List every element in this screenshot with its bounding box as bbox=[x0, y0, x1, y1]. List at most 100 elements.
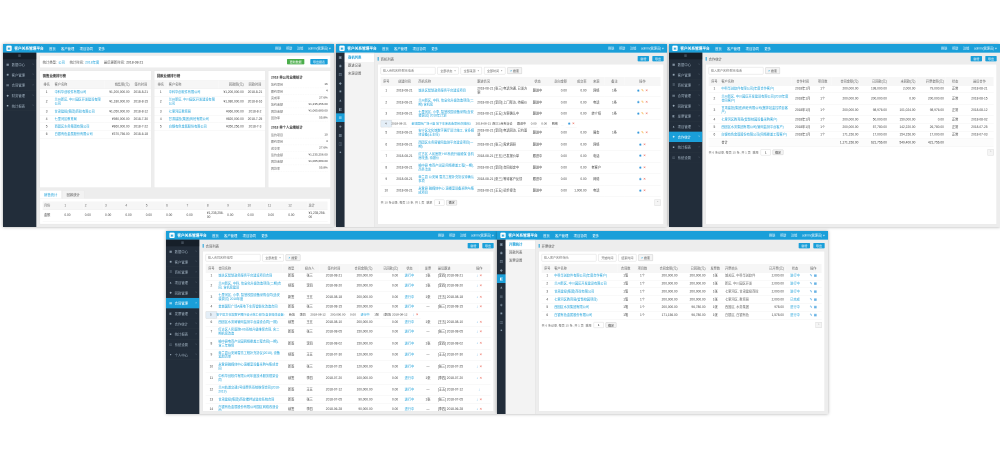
add-button[interactable]: 新增 bbox=[970, 55, 982, 62]
search-button[interactable]: ⌕ 搜索 bbox=[638, 254, 654, 261]
table-row[interactable]: 2 兰州新区, 中科, 信息化升级改造项目(二期)合同, 含机房建设 续签 李四 201… bbox=[205, 279, 491, 292]
settings-icon[interactable]: ◫ bbox=[499, 320, 504, 325]
navbar-item[interactable]: 帮助 bbox=[285, 46, 293, 51]
navbar-item[interactable]: 更多 bbox=[98, 47, 105, 51]
assign-icon[interactable]: ◉ bbox=[638, 142, 642, 147]
table-row[interactable]: 4 2018-08-21 金城国际广场 A座 地下车库改造项目(智能化) 2018-0… bbox=[380, 120, 577, 128]
type-filter-select[interactable]: 全部类型 ▾ bbox=[262, 253, 284, 262]
edit-icon[interactable]: ✎ bbox=[641, 130, 644, 135]
assign-icon[interactable]: ◉ bbox=[567, 121, 571, 126]
delete-icon[interactable]: ✕ bbox=[479, 376, 483, 380]
sub-sidebar-item[interactable]: 开票统计 bbox=[505, 240, 535, 249]
app-logo-icon[interactable]: ▣ bbox=[169, 232, 175, 238]
export-button[interactable]: 导出 bbox=[813, 242, 825, 249]
add-button[interactable]: 新增 bbox=[467, 242, 479, 249]
navbar-item[interactable]: admin(管理员) ▾ bbox=[973, 46, 997, 51]
navbar-item[interactable]: 项目协同 bbox=[242, 234, 256, 238]
status-filter-select[interactable]: 全部状态 ▾ bbox=[437, 66, 459, 75]
delete-icon[interactable]: ✕ bbox=[479, 397, 483, 402]
table-row[interactable]: 1 城关区智慧政务服务平台建设项目合同 新签 张三 2018-08-21 200,000.… bbox=[205, 272, 491, 281]
settings-icon[interactable]: ◫ bbox=[338, 141, 343, 146]
page-go-button[interactable]: 确定 bbox=[605, 322, 617, 328]
sidebar-toggle-icon[interactable]: ☰ bbox=[166, 239, 200, 247]
navbar-item[interactable]: 帮助 bbox=[779, 233, 787, 238]
customers-icon[interactable]: ◉ bbox=[499, 250, 503, 255]
sub-sidebar-item[interactable]: 来源设置 bbox=[347, 71, 362, 76]
delete-icon[interactable]: ✕ bbox=[479, 304, 483, 309]
table-row[interactable]: 2 兰州新区, 中川园区开发建设有限公司 ¥1,080,000.00 2018-8-1… bbox=[154, 96, 265, 108]
table-row[interactable]: 1 中科华创软件有限公司(年度合作客户) 2018年1月 1个 200,000.00 19… bbox=[708, 85, 994, 93]
edit-icon[interactable]: ✎ bbox=[641, 88, 644, 93]
navbar-item[interactable]: 换肤 bbox=[274, 46, 282, 51]
page-go-button[interactable]: 确定 bbox=[446, 199, 458, 206]
sidebar-item[interactable]: ◧ 发票管理 › bbox=[166, 308, 200, 319]
invoice-detail-icon[interactable]: ▦ bbox=[813, 273, 817, 278]
download-icon[interactable]: ↓ bbox=[476, 329, 479, 334]
table-row[interactable]: 1 中科华创软件有限公司 ¥1,200,000.00 2018-8-21 bbox=[39, 88, 151, 97]
profile-icon[interactable]: ● bbox=[339, 150, 342, 155]
table-row[interactable]: 14 白银有色金属股份有限公司园区网络改造合同 续签 李四 2018-06-28 90,0… bbox=[205, 403, 491, 411]
navbar-item[interactable]: 帮助 bbox=[618, 46, 626, 51]
navbar-item[interactable]: 注销 bbox=[459, 233, 467, 238]
search-input[interactable] bbox=[541, 253, 597, 262]
table-row[interactable]: 10 2018-08-21 永登县 融媒体中心 演播室设备采购与集成项目 2018-0… bbox=[380, 185, 661, 197]
navbar-item[interactable]: 换肤 bbox=[607, 46, 615, 51]
sidebar-toggle-icon[interactable]: ☰ bbox=[3, 52, 37, 60]
edit-icon[interactable]: ✎ bbox=[809, 313, 813, 317]
stats-icon[interactable]: ◈ bbox=[338, 124, 342, 129]
download-icon[interactable]: ↓ bbox=[476, 283, 479, 288]
table-row[interactable]: 4 七里河区教育局(智慧校园项目) 1笔 1个 200,000.00 200,000.00… bbox=[541, 295, 822, 304]
table-row[interactable]: 4 七里河区教育局(智慧校园设备采购客户) 2018年1月 1个 200,000.00 5… bbox=[708, 115, 994, 124]
delete-icon[interactable]: ✕ bbox=[479, 341, 483, 346]
delete-icon[interactable]: ✕ bbox=[479, 407, 483, 411]
assign-icon[interactable]: ◉ bbox=[638, 177, 642, 181]
download-icon[interactable]: ↓ bbox=[476, 353, 479, 357]
search-input[interactable] bbox=[708, 66, 764, 75]
search-button[interactable]: ⌕ 搜索 bbox=[285, 254, 301, 261]
table-row[interactable]: 3 七里河区教育局 ¥960,000.00 2018-8-2 bbox=[154, 107, 265, 116]
table-row[interactable]: 6 白银有色金属股份有限公司(网络覆盖工程客户) 2018年1月 1个 171,156.… bbox=[708, 131, 994, 139]
assign-icon[interactable]: ◉ bbox=[638, 154, 642, 158]
app-logo-icon[interactable]: ▣ bbox=[672, 45, 678, 51]
search-button[interactable]: ⌕ 搜索 bbox=[507, 67, 523, 74]
invoice-detail-icon[interactable]: ▦ bbox=[813, 289, 817, 294]
navbar-item[interactable]: 更多 bbox=[764, 47, 771, 51]
table-row[interactable]: 12 兰州轨道交通1号线票务系统维保合同(2018-2019) 新签 王五 2018-0… bbox=[205, 384, 491, 396]
invoice-detail-icon[interactable]: ▦ bbox=[813, 313, 817, 317]
sidebar-item[interactable]: ■ 统计报表 › bbox=[3, 101, 37, 111]
sidebar-item[interactable]: ▤ 合同管理 › bbox=[669, 90, 703, 101]
delete-icon[interactable]: ✕ bbox=[645, 100, 649, 105]
filter-item[interactable]: 统计时间:2018年度 bbox=[69, 60, 100, 65]
search-input[interactable] bbox=[380, 66, 436, 75]
delete-icon[interactable]: ✕ bbox=[645, 88, 649, 93]
navbar-item[interactable]: 换肤 bbox=[940, 46, 948, 51]
assign-icon[interactable]: ◉ bbox=[636, 100, 640, 105]
delete-icon[interactable]: ✕ bbox=[643, 177, 646, 181]
table-row[interactable]: 10 永登县融媒体中心演播室设备采购与集成合同 新签 张三 2018-07-25 120,… bbox=[205, 360, 491, 373]
table-row[interactable]: 7 红古区人民医院HIS系统升级维保合同, 含二期机房改造 新签 张三 2018-08-… bbox=[205, 326, 491, 338]
sidebar-item[interactable]: ◈ 合作统计 › bbox=[166, 319, 200, 329]
table-row[interactable]: 6 西固区水务局管网监测平台建设合同(一期) 续签 王五 2018-08-10 200,0… bbox=[205, 318, 491, 327]
sidebar-item[interactable]: ▲ 项目管理 › bbox=[166, 277, 200, 288]
contract-icon[interactable]: ▤ bbox=[338, 72, 343, 77]
navbar-item[interactable]: 首页 bbox=[381, 47, 389, 51]
sidebar-item[interactable]: ◆ 回款管理 › bbox=[669, 101, 703, 111]
table-row[interactable]: 4 甘肃建投(集团)商砼有限公司 ¥820,000.00 2018-7-25 bbox=[154, 115, 265, 124]
table-row[interactable]: 3 七里河区, 小李, 智慧校园设备采购合同(含安装调试) 2018年度 新签 王五 2… bbox=[205, 291, 491, 304]
sidebar-item[interactable]: ◧ 发票管理 › bbox=[669, 111, 703, 122]
export-button[interactable]: 导出 bbox=[482, 242, 494, 249]
profile-icon[interactable]: ● bbox=[500, 328, 503, 333]
table-row[interactable]: 5 西固区水务集团有限公司 ¥860,000.00 2018-7-22 bbox=[39, 122, 151, 131]
invoice-detail-icon[interactable]: ▦ bbox=[813, 297, 817, 302]
table-row[interactable]: 2 兰州新区, 中川园区开发建设有限公司(2018年度合同客户) 2018年1月 1个… bbox=[708, 92, 994, 105]
export-report-button[interactable]: 导出报表 bbox=[310, 58, 328, 65]
delete-icon[interactable]: ✕ bbox=[479, 295, 483, 299]
table-row[interactable]: 11 中科华创软件有限公司年度技术服务框架合同 续签 李四 2018-07-20 100,… bbox=[205, 372, 491, 385]
page-input[interactable] bbox=[593, 321, 604, 328]
sidebar-item[interactable]: ◈ 合作统计 › bbox=[669, 131, 703, 142]
app-logo-icon[interactable]: ▣ bbox=[339, 45, 345, 51]
table-row[interactable]: 6 2018-08-21 西固区水务局管网监测平台建设项目(一期) 2018-08-2… bbox=[380, 138, 661, 151]
search-input[interactable] bbox=[205, 253, 261, 262]
refresh-button[interactable]: 更新数据 bbox=[286, 58, 305, 65]
table-row[interactable]: 9 皋兰县公安局雪亮工程补充协议(2018), 设备追加清单 续签 王五 2018-07… bbox=[205, 349, 491, 362]
